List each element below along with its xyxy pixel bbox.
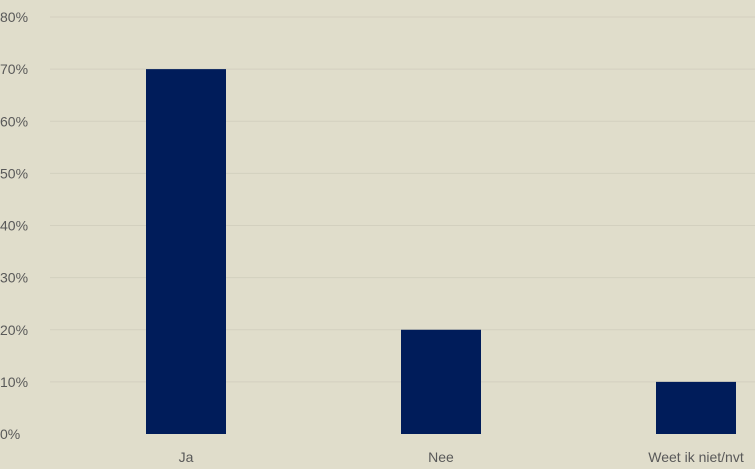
x-tick-label: Weet ik niet/nvt: [648, 449, 744, 465]
y-tick-label: 30%: [0, 270, 28, 286]
x-tick-label: Ja: [179, 449, 194, 465]
bar-ja: [146, 69, 226, 434]
bars: [146, 69, 736, 434]
y-tick-label: 0%: [0, 426, 20, 442]
x-axis-ticks: Ja Nee Weet ik niet/nvt: [179, 449, 744, 465]
y-tick-label: 40%: [0, 218, 28, 234]
bar-weet-ik-niet-nvt: [656, 381, 736, 434]
y-axis-ticks: 0% 10% 20% 30% 40% 50% 60% 70% 80%: [0, 9, 28, 442]
y-tick-label: 70%: [0, 61, 28, 77]
bar-nee: [401, 329, 481, 434]
x-tick-label: Nee: [428, 449, 454, 465]
y-tick-label: 80%: [0, 9, 28, 25]
y-tick-label: 60%: [0, 113, 28, 129]
y-tick-label: 20%: [0, 322, 28, 338]
y-tick-label: 10%: [0, 374, 28, 390]
y-tick-label: 50%: [0, 165, 28, 181]
